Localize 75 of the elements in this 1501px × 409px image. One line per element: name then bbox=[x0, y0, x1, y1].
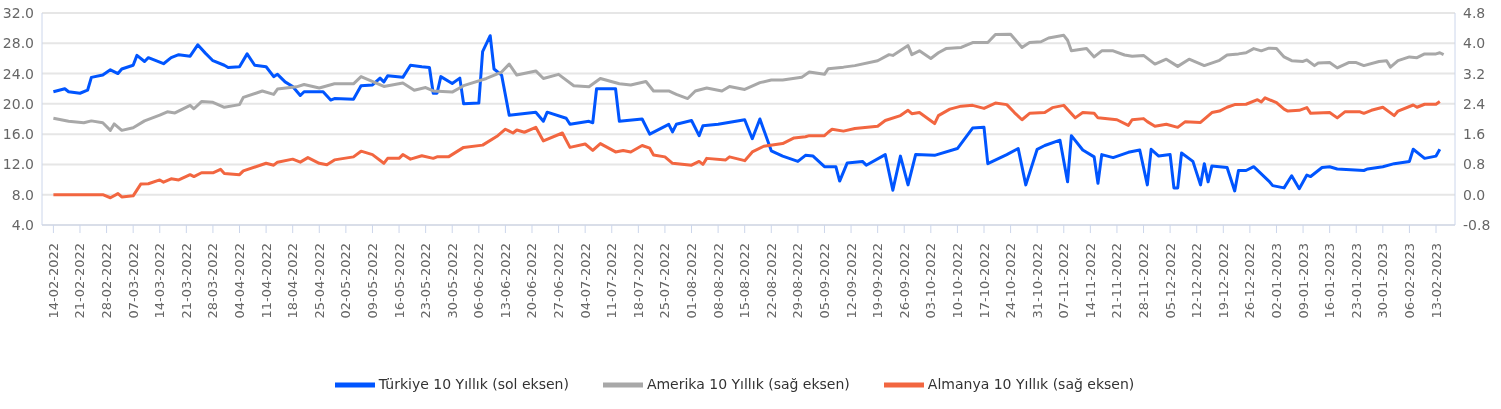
x-tick-label: 26-12-2022 bbox=[1242, 243, 1258, 319]
legend-label: Türkiye 10 Yıllık (sol eksen) bbox=[378, 376, 569, 392]
x-tick-label: 23-01-2023 bbox=[1348, 243, 1364, 319]
y-tick-label: 8.0 bbox=[11, 186, 34, 203]
y-tick-label: 16.0 bbox=[2, 126, 34, 143]
x-tick-label: 28-03-2022 bbox=[205, 243, 221, 319]
x-tick-label: 14-11-2022 bbox=[1082, 243, 1098, 319]
x-tick-label: 22-08-2022 bbox=[763, 243, 779, 319]
x-tick-label: 24-10-2022 bbox=[1003, 243, 1019, 319]
y2-tick-label: 2.4 bbox=[1463, 95, 1486, 112]
x-tick-label: 11-04-2022 bbox=[258, 243, 274, 319]
x-tick-label: 21-02-2022 bbox=[72, 243, 88, 319]
x-tick-label: 30-05-2022 bbox=[444, 243, 460, 319]
y-tick-label: 12.0 bbox=[2, 156, 34, 173]
x-tick-label: 25-07-2022 bbox=[657, 243, 673, 319]
x-tick-label: 07-03-2022 bbox=[125, 243, 141, 319]
x-tick-label: 21-03-2022 bbox=[178, 243, 194, 319]
x-tick-label: 28-11-2022 bbox=[1136, 243, 1152, 319]
legend-label: Almanya 10 Yıllık (sağ eksen) bbox=[927, 376, 1135, 392]
x-tick-label: 26-09-2022 bbox=[896, 243, 912, 319]
line-series bbox=[51, 96, 1442, 200]
y2-tick-label: 0.0 bbox=[1463, 186, 1486, 203]
x-tick-label: 25-04-2022 bbox=[311, 243, 327, 319]
line-series bbox=[51, 32, 1446, 132]
x-tick-label: 04-07-2022 bbox=[577, 243, 593, 319]
x-tick-label: 19-12-2022 bbox=[1215, 243, 1231, 319]
x-tick-label: 19-09-2022 bbox=[870, 243, 886, 319]
x-tick-label: 07-11-2022 bbox=[1056, 243, 1072, 319]
x-tick-label: 05-12-2022 bbox=[1162, 243, 1178, 319]
x-tick-label: 14-03-2022 bbox=[152, 243, 168, 319]
x-tick-label: 27-06-2022 bbox=[551, 243, 567, 319]
x-tick-label: 10-10-2022 bbox=[949, 243, 965, 319]
x-tick-label: 30-01-2023 bbox=[1375, 243, 1391, 319]
x-tick-label: 12-12-2022 bbox=[1189, 243, 1205, 319]
x-tick-label: 16-01-2023 bbox=[1322, 243, 1338, 319]
x-tick-label: 09-05-2022 bbox=[364, 243, 380, 319]
x-tick-label: 16-05-2022 bbox=[391, 243, 407, 319]
x-tick-label: 11-07-2022 bbox=[604, 243, 620, 319]
x-tick-label: 18-07-2022 bbox=[630, 243, 646, 319]
x-tick-label: 03-10-2022 bbox=[923, 243, 939, 319]
x-tick-label: 04-04-2022 bbox=[232, 243, 248, 319]
x-tick-label: 12-09-2022 bbox=[843, 243, 859, 319]
y2-tick-label: 4.8 bbox=[1463, 4, 1486, 21]
x-tick-label: 28-02-2022 bbox=[99, 243, 115, 319]
x-tick-label: 08-08-2022 bbox=[710, 243, 726, 319]
x-tick-label: 20-06-2022 bbox=[524, 243, 540, 319]
x-tick-label: 01-08-2022 bbox=[684, 243, 700, 319]
x-tick-label: 05-09-2022 bbox=[816, 243, 832, 319]
x-tick-label: 17-10-2022 bbox=[976, 243, 992, 319]
y-tick-label: 32.0 bbox=[2, 4, 34, 21]
x-tick-label: 13-06-2022 bbox=[497, 243, 513, 319]
y2-tick-label: 4.0 bbox=[1463, 35, 1486, 52]
y2-tick-label: 0.8 bbox=[1463, 156, 1486, 173]
x-tick-label: 14-02-2022 bbox=[45, 243, 61, 319]
x-tick-label: 29-08-2022 bbox=[790, 243, 806, 319]
x-tick-label: 09-01-2023 bbox=[1295, 243, 1311, 319]
legend-label: Amerika 10 Yıllık (sağ eksen) bbox=[646, 376, 850, 392]
y-tick-label: 20.0 bbox=[2, 95, 34, 112]
x-tick-label: 13-02-2023 bbox=[1428, 243, 1444, 319]
x-tick-label: 18-04-2022 bbox=[285, 243, 301, 319]
x-tick-label: 02-05-2022 bbox=[338, 243, 354, 319]
y2-tick-label: 3.2 bbox=[1463, 65, 1486, 82]
x-tick-label: 02-01-2023 bbox=[1268, 243, 1284, 319]
y-tick-label: 28.0 bbox=[2, 35, 34, 52]
y-tick-label: 4.0 bbox=[11, 216, 34, 233]
x-tick-label: 06-02-2023 bbox=[1401, 243, 1417, 319]
y-tick-label: 24.0 bbox=[2, 65, 34, 82]
x-tick-label: 23-05-2022 bbox=[418, 243, 434, 319]
y2-tick-label: 1.6 bbox=[1463, 126, 1486, 143]
x-tick-label: 21-11-2022 bbox=[1109, 243, 1125, 319]
y2-tick-label: -0.8 bbox=[1463, 216, 1491, 233]
line-series bbox=[51, 34, 1442, 193]
x-tick-label: 06-06-2022 bbox=[471, 243, 487, 319]
x-tick-label: 31-10-2022 bbox=[1029, 243, 1045, 319]
x-tick-label: 15-08-2022 bbox=[737, 243, 753, 319]
